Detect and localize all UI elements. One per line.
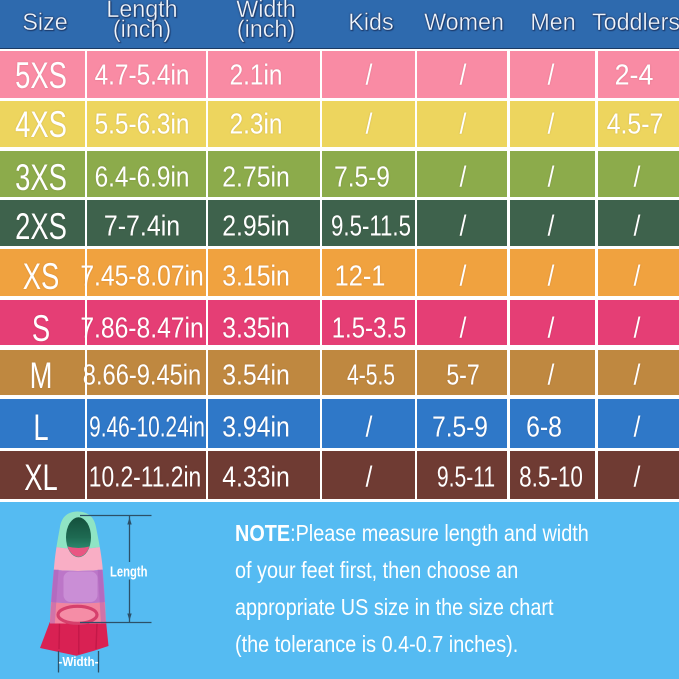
svg-text:Length: Length [110,564,148,581]
svg-text:-Width-: -Width- [59,654,99,669]
